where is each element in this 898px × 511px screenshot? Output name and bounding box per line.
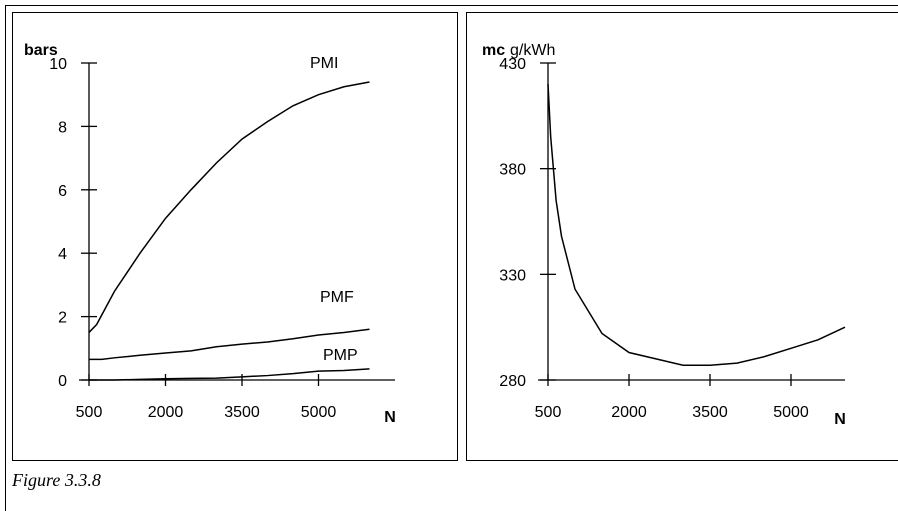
y-tick-label: 0 xyxy=(58,373,67,390)
y-unit-label: g/kWh xyxy=(510,42,555,59)
y-axis-label: mc xyxy=(482,42,505,59)
series-line-mc xyxy=(547,84,846,366)
x-tick-label: 5000 xyxy=(301,404,337,421)
series-line-pmi xyxy=(88,81,370,333)
y-axis-label: bars xyxy=(24,42,58,59)
x-tick-label: 3500 xyxy=(692,404,728,421)
series-label-pmp: PMP xyxy=(323,347,358,364)
y-tick-label: 10 xyxy=(49,56,67,73)
series-line-pmf xyxy=(89,328,370,361)
x-tick-label: 500 xyxy=(535,404,562,421)
x-tick-label: 3500 xyxy=(224,404,260,421)
x-tick-label: 500 xyxy=(76,404,103,421)
y-tick-label: 2 xyxy=(58,310,67,327)
y-tick-label: 4 xyxy=(58,246,67,263)
y-tick-label: 380 xyxy=(499,162,526,179)
y-tick-label: 6 xyxy=(58,183,67,200)
y-tick-label: 330 xyxy=(499,267,526,284)
figure-frame xyxy=(5,5,898,511)
x-tick-label: 2000 xyxy=(611,404,647,421)
series-line-pmp xyxy=(89,368,370,381)
y-tick-label: 280 xyxy=(499,373,526,390)
figure-caption: Figure 3.3.8 xyxy=(12,470,101,490)
y-tick-label: 8 xyxy=(58,119,67,136)
series-label-pmf: PMF xyxy=(320,289,354,306)
left-chart-panel xyxy=(12,12,458,461)
series-label-pmi: PMI xyxy=(310,55,338,72)
x-tick-label: 2000 xyxy=(148,404,184,421)
x-axis-label: N xyxy=(384,409,396,426)
x-axis-label: N xyxy=(834,411,846,428)
y-tick-label: 430 xyxy=(499,56,526,73)
right-chart-panel xyxy=(466,12,898,461)
x-tick-label: 5000 xyxy=(773,404,809,421)
